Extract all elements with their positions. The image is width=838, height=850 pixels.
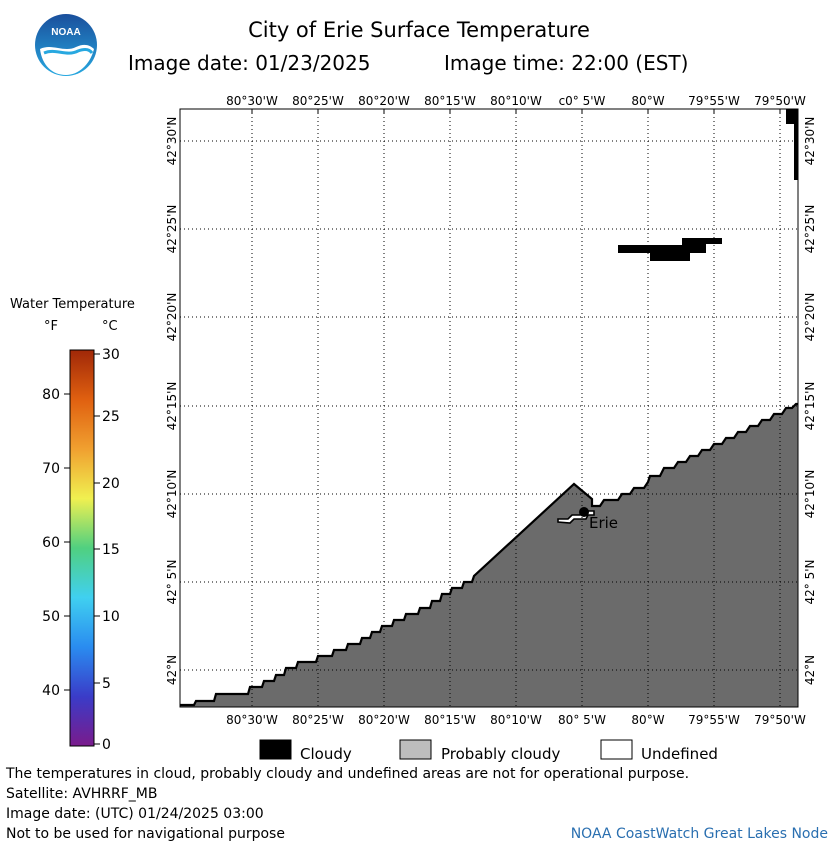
lon-label-bottom: 79°55'W	[688, 713, 740, 727]
c-tick-label: 0	[102, 737, 111, 753]
lon-label-bottom: 80°25'W	[292, 713, 344, 727]
graticule	[180, 109, 798, 707]
lat-label-left: 42°30'N	[165, 117, 179, 166]
cloud-patch-east	[618, 238, 722, 261]
lat-label-right: 42° 5'N	[803, 560, 817, 605]
c-tick-label: 10	[102, 609, 120, 625]
lon-label-top: 79°50'W	[754, 94, 806, 108]
lon-label-bottom: 80°10'W	[490, 713, 542, 727]
lon-label-top: 80°25'W	[292, 94, 344, 108]
lat-label-right: 42°25'N	[803, 205, 817, 254]
lon-label-bottom: 80° 5'W	[558, 713, 606, 727]
color-bar	[69, 349, 95, 747]
f-tick-label: 60	[42, 535, 60, 551]
key-swatch-probably-cloudy	[399, 739, 432, 760]
c-tick-label: 20	[102, 476, 120, 492]
lon-label-top: 80°30'W	[226, 94, 278, 108]
lon-label-bottom: 80°20'W	[358, 713, 410, 727]
f-tick-label: 50	[42, 609, 60, 625]
footer-nav-warning: Not to be used for navigational purpose	[6, 826, 285, 842]
lon-label-bottom: 79°50'W	[754, 713, 806, 727]
key-label-probably-cloudy: Probably cloudy	[441, 745, 561, 763]
map-frame	[179, 108, 799, 708]
footer-credit: NOAA CoastWatch Great Lakes Node	[570, 826, 828, 842]
f-tick-label: 80	[42, 387, 60, 403]
lat-label-left: 42°10'N	[165, 470, 179, 519]
lat-label-left: 42°20'N	[165, 293, 179, 342]
footer-satellite: Satellite: AVHRRF_MB	[6, 786, 158, 802]
coastline	[180, 402, 798, 707]
noaa-logo-text: NOAA	[51, 27, 80, 38]
lat-label-right: 42°20'N	[803, 293, 817, 342]
f-tick-label: 70	[42, 461, 60, 477]
footer-utc-date: Image date: (UTC) 01/24/2025 03:00	[6, 806, 264, 822]
lon-label-top: 80°15'W	[424, 94, 476, 108]
c-tick-label: 15	[102, 542, 120, 558]
f-tick-label: 40	[42, 683, 60, 699]
lon-label-top: 80°20'W	[358, 94, 410, 108]
key-label-cloudy: Cloudy	[300, 745, 352, 763]
lon-label-top: 80°10'W	[490, 94, 542, 108]
page-title: City of Erie Surface Temperature	[248, 18, 590, 42]
erie-label: Erie	[589, 514, 618, 532]
key-swatch-cloudy	[259, 739, 292, 760]
lat-label-left: 42°25'N	[165, 205, 179, 254]
lat-label-right: 42°10'N	[803, 470, 817, 519]
lon-label-bottom: 80°15'W	[424, 713, 476, 727]
lat-label-left: 42°N	[165, 655, 179, 685]
lat-label-left: 42° 5'N	[165, 560, 179, 605]
noaa-logo: NOAA	[35, 14, 97, 76]
land-mass	[180, 404, 798, 707]
lat-label-right: 42°N	[803, 655, 817, 685]
footer-disclaimer: The temperatures in cloud, probably clou…	[6, 766, 690, 782]
c-tick-label: 5	[102, 676, 111, 692]
lon-label-top: 80°W	[631, 94, 664, 108]
c-tick-label: 25	[102, 409, 120, 425]
lon-label-top: c0° 5'W	[559, 94, 606, 108]
cloud-patch-northeast	[786, 109, 798, 180]
image-time: Image time: 22:00 (EST)	[444, 51, 689, 75]
legend-unit-c: °C	[102, 319, 118, 334]
image-date: Image date: 01/23/2025	[128, 51, 371, 75]
lat-label-right: 42°15'N	[803, 382, 817, 431]
key-label-undefined: Undefined	[641, 745, 718, 763]
lon-label-bottom: 80°W	[631, 713, 664, 727]
legend-unit-f: °F	[44, 319, 58, 334]
c-tick-label: 30	[102, 347, 120, 363]
lat-label-right: 42°30'N	[803, 117, 817, 166]
legend-title: Water Temperature	[10, 297, 135, 312]
lat-label-left: 42°15'N	[165, 382, 179, 431]
lon-label-bottom: 80°30'W	[226, 713, 278, 727]
lon-label-top: 79°55'W	[688, 94, 740, 108]
erie-marker	[579, 507, 589, 517]
key-swatch-undefined	[600, 739, 633, 760]
